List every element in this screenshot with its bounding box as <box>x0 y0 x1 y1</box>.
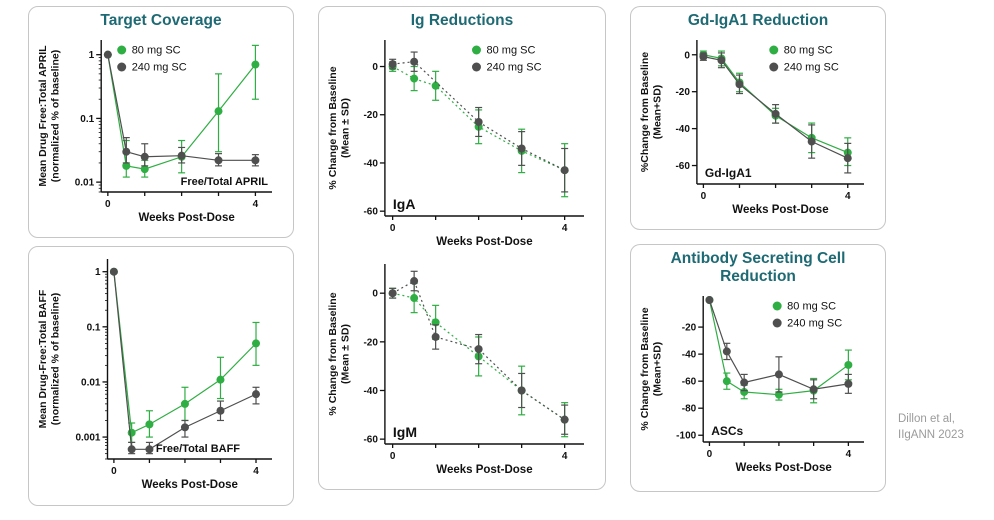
svg-text:240 mg SC: 240 mg SC <box>132 61 187 73</box>
svg-text:%Change from Baseline: %Change from Baseline <box>639 52 651 172</box>
svg-text:240 mg SC: 240 mg SC <box>787 317 842 329</box>
gd-chart-svg: 0 -20 -40 -60 0 4 Weeks Post-Dose %Change from … <box>639 39 864 216</box>
svg-text:80 mg SC: 80 mg SC <box>486 44 535 56</box>
asc-chart-svg: -20 -40 -60 -80 -100 0 4 Weeks Post-Dose % Chang… <box>639 295 864 474</box>
iga-chart-svg: 0 -20 -40 -60 0 4 Weeks Post-Dose % Change from… <box>327 39 584 248</box>
svg-text:0.01: 0.01 <box>75 177 95 188</box>
svg-text:-20: -20 <box>363 110 378 121</box>
citation: Dillon et al, IIgANN 2023 <box>898 412 992 443</box>
svg-text:Weeks Post-Dose: Weeks Post-Dose <box>732 204 828 216</box>
panel-title-asc: Antibody Secreting Cell Reduction <box>670 250 846 285</box>
svg-text:80 mg SC: 80 mg SC <box>784 44 833 56</box>
baff-chart: 0.001 0.01 0.1 1 0 4 Weeks Post-Dose Mean Drug-… <box>36 251 286 495</box>
svg-text:-100: -100 <box>676 430 696 441</box>
svg-text:Weeks Post-Dose: Weeks Post-Dose <box>735 462 831 474</box>
svg-text:-40: -40 <box>363 158 378 169</box>
svg-text:-60: -60 <box>675 161 690 172</box>
panel-ig-reductions: Ig Reductions 0 -20 -40 -60 0 4 Weeks Post-Dos… <box>318 6 606 490</box>
svg-text:0: 0 <box>105 199 111 210</box>
svg-text:240 mg SC: 240 mg SC <box>486 61 541 73</box>
svg-text:-60: -60 <box>682 376 697 387</box>
panel-title-target-coverage: Target Coverage <box>100 12 222 29</box>
svg-text:-20: -20 <box>363 337 378 348</box>
svg-text:IgM: IgM <box>393 424 417 440</box>
baff-chart-svg: 0.001 0.01 0.1 1 0 4 Weeks Post-Dose Mean Drug-… <box>37 259 272 491</box>
svg-text:4: 4 <box>846 449 852 460</box>
svg-text:4: 4 <box>253 466 259 477</box>
svg-text:0.1: 0.1 <box>87 322 101 333</box>
svg-text:-20: -20 <box>675 87 690 98</box>
gd-iga1-chart: 0 -20 -40 -60 0 4 Weeks Post-Dose %Change from … <box>638 32 878 220</box>
svg-text:-40: -40 <box>682 349 697 360</box>
svg-text:0: 0 <box>390 223 396 234</box>
svg-text:(normalized % of baseline): (normalized % of baseline) <box>50 50 62 182</box>
svg-text:4: 4 <box>562 451 568 462</box>
svg-text:IgA: IgA <box>393 196 416 212</box>
svg-text:Free/Total BAFF: Free/Total BAFF <box>156 443 240 455</box>
asc-chart: -20 -40 -60 -80 -100 0 4 Weeks Post-Dose % Chang… <box>638 288 878 478</box>
svg-text:Free/Total APRIL: Free/Total APRIL <box>181 176 269 188</box>
svg-text:1: 1 <box>95 267 101 278</box>
svg-text:-40: -40 <box>675 124 690 135</box>
svg-text:Weeks Post-Dose: Weeks Post-Dose <box>436 236 532 248</box>
svg-text:0: 0 <box>707 449 713 460</box>
svg-text:240 mg SC: 240 mg SC <box>784 61 839 73</box>
svg-text:0: 0 <box>372 62 378 73</box>
svg-text:-20: -20 <box>682 322 697 333</box>
svg-text:0.1: 0.1 <box>80 114 94 125</box>
svg-text:-80: -80 <box>682 403 697 414</box>
svg-text:-60: -60 <box>363 434 378 445</box>
svg-text:Weeks Post-Dose: Weeks Post-Dose <box>142 479 238 491</box>
svg-text:Mean Drug Free:Total APRIL: Mean Drug Free:Total APRIL <box>37 45 49 187</box>
svg-text:% Change from Baseline: % Change from Baseline <box>327 292 339 415</box>
panel-gd-iga1-reduction: Gd-IgA1 Reduction 0 -20 -40 -60 0 4 Weeks Post… <box>630 6 886 230</box>
svg-text:0: 0 <box>390 451 396 462</box>
svg-text:Mean Drug-Free:Total BAFF: Mean Drug-Free:Total BAFF <box>37 289 49 428</box>
svg-text:4: 4 <box>562 223 568 234</box>
svg-text:0.001: 0.001 <box>75 433 100 444</box>
april-chart-svg: 0.01 0.1 1 0 4 Weeks Post-Dose Mean Drug Free:… <box>37 39 272 224</box>
svg-text:Gd-IgA1: Gd-IgA1 <box>705 166 752 180</box>
svg-text:Weeks Post-Dose: Weeks Post-Dose <box>436 464 532 476</box>
svg-text:80 mg SC: 80 mg SC <box>787 300 836 312</box>
svg-text:(Mean ± SD): (Mean ± SD) <box>340 324 352 384</box>
svg-text:(normalized % of baseline): (normalized % of baseline) <box>50 293 62 425</box>
svg-text:(Mean ± SD): (Mean ± SD) <box>340 98 352 158</box>
svg-text:0: 0 <box>111 466 117 477</box>
svg-text:Weeks Post-Dose: Weeks Post-Dose <box>138 212 234 224</box>
igm-chart-svg: 0 -20 -40 -60 0 4 Weeks Post-Dose % Change from… <box>327 263 584 476</box>
svg-text:-40: -40 <box>363 386 378 397</box>
april-chart: 0.01 0.1 1 0 4 Weeks Post-Dose Mean Drug Free:… <box>36 32 286 228</box>
svg-text:4: 4 <box>845 191 851 202</box>
panel-title-gd-iga1: Gd-IgA1 Reduction <box>687 12 829 29</box>
svg-text:% Change from Baseline: % Change from Baseline <box>327 66 339 189</box>
panel-title-ig-reductions: Ig Reductions <box>410 12 514 29</box>
svg-text:(Mean+SD): (Mean+SD) <box>652 341 664 396</box>
panel-asc-reduction: Antibody Secreting Cell Reduction -20 -40… <box>630 244 886 492</box>
svg-text:ASCs: ASCs <box>711 424 743 438</box>
svg-text:0.01: 0.01 <box>81 377 101 388</box>
svg-text:(Mean+SD): (Mean+SD) <box>652 85 664 140</box>
svg-text:0: 0 <box>701 191 707 202</box>
iga-chart: 0 -20 -40 -60 0 4 Weeks Post-Dose % Change from… <box>326 32 598 252</box>
svg-text:% Change from Baseline: % Change from Baseline <box>639 307 651 430</box>
svg-text:0: 0 <box>372 289 378 300</box>
svg-text:0: 0 <box>684 50 690 61</box>
panel-target-coverage: Target Coverage 0.01 0.1 1 0 4 Weeks Post-Dos… <box>28 6 294 238</box>
igm-chart: 0 -20 -40 -60 0 4 Weeks Post-Dose % Change from… <box>326 256 598 480</box>
panel-baff: 0.001 0.01 0.1 1 0 4 Weeks Post-Dose Mean Drug-… <box>28 246 294 506</box>
svg-text:80 mg SC: 80 mg SC <box>132 44 181 56</box>
svg-text:1: 1 <box>89 50 95 61</box>
svg-text:-60: -60 <box>363 206 378 217</box>
citation-line-1: Dillon et al, <box>898 413 955 425</box>
svg-text:4: 4 <box>253 199 259 210</box>
citation-line-2: IIgANN 2023 <box>898 428 964 441</box>
